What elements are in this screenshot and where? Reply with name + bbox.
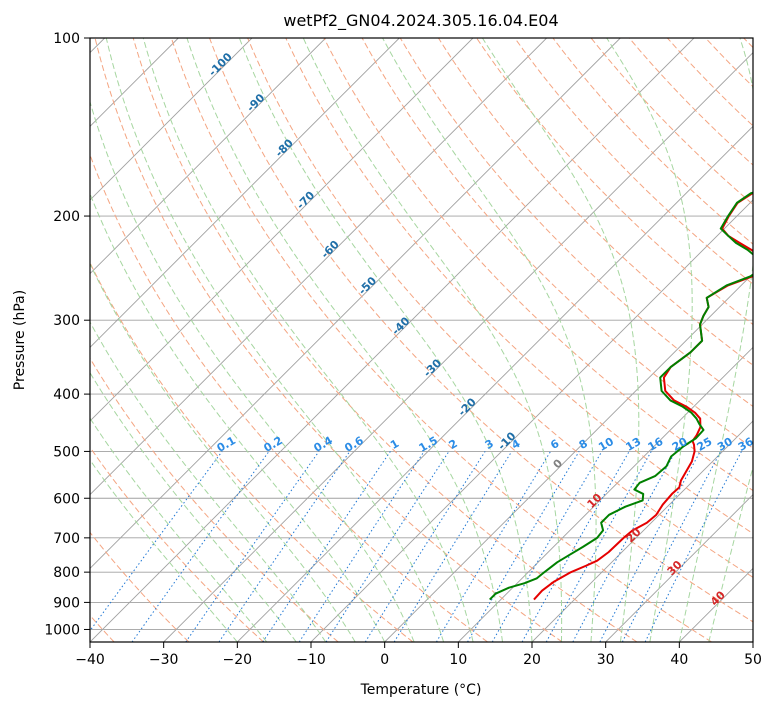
x-tick-label: 10: [449, 652, 467, 668]
isotherm-line: [90, 38, 621, 569]
moist-adiabat: [90, 262, 356, 642]
isotherm-line: [458, 346, 753, 642]
dry-adiabat: [438, 38, 753, 366]
dewpoint-profile: [489, 191, 753, 601]
moist-adiabat: [90, 459, 238, 642]
mixing-ratio-line: [521, 451, 630, 642]
y-tick-label: 1000: [44, 622, 80, 638]
isotherm-line: [605, 494, 753, 642]
moist-adiabat: [105, 38, 445, 642]
mixing-ratio-line: [644, 451, 742, 642]
dry-adiabat-lines: [90, 38, 753, 642]
y-tick-label: 200: [53, 209, 80, 225]
moist-adiabat: [678, 38, 753, 642]
isotherm-line: [163, 52, 753, 642]
isotherm-line: [90, 38, 547, 496]
y-tick-label: 600: [53, 491, 80, 507]
x-tick-label: 20: [523, 652, 541, 668]
isotherm-line: [90, 38, 474, 422]
moist-adiabat: [90, 417, 268, 642]
mixing-ratio-line: [131, 451, 270, 642]
dry-adiabat: [90, 153, 488, 642]
dry-adiabat: [90, 357, 339, 642]
mixing-ratio-line: [185, 451, 320, 642]
x-axis-label: Temperature (°C): [360, 682, 482, 698]
isotherm-line: [237, 125, 753, 642]
isotherm-line: [90, 38, 400, 348]
dry-adiabat: [399, 38, 753, 408]
isotherm-line: [384, 273, 753, 642]
x-tick-label: −20: [223, 652, 253, 668]
x-tick-label: 40: [670, 652, 688, 668]
dry-adiabat: [94, 38, 563, 642]
y-tick-label: 400: [53, 387, 80, 403]
mixing-ratio-line: [90, 451, 223, 632]
y-tick-label: 800: [53, 565, 80, 581]
sounding-profiles: [489, 191, 753, 601]
moist-adiabat: [90, 192, 386, 642]
dry-adiabat: [90, 261, 414, 642]
x-tick-label: 30: [597, 652, 615, 668]
dry-adiabat: [90, 531, 190, 642]
dry-adiabat: [209, 38, 753, 623]
mixing-ratio-line: [325, 451, 450, 642]
x-tick-label: −40: [75, 652, 105, 668]
moist-adiabat: [90, 371, 297, 642]
plot-frame: [89, 37, 754, 643]
x-tick-label: 50: [744, 652, 762, 668]
x-tick-label: 0: [380, 652, 389, 668]
x-tick-label: −30: [149, 652, 179, 668]
mixing-ratio-line: [218, 451, 351, 642]
dry-adiabat: [514, 38, 753, 285]
moist-adiabat: [606, 38, 693, 642]
dry-adiabat: [170, 38, 712, 642]
isotherm-line: [90, 38, 326, 275]
dry-adiabat: [90, 446, 264, 642]
dry-adiabat: [285, 38, 753, 535]
dry-adiabat: [132, 38, 638, 642]
y-tick-label: 900: [53, 595, 80, 611]
x-axis-ticks: −40 −30 −20 −10 0 10 20 30 40 50: [75, 642, 762, 668]
y-tick-label: 100: [53, 31, 80, 47]
isotherm-lines: [90, 38, 753, 642]
mixing-ratio-line: [621, 451, 722, 642]
moist-adiabat: [238, 38, 533, 642]
x-tick-label: −10: [296, 652, 326, 668]
y-axis-label: Pressure (hPa): [12, 290, 28, 390]
mixing-ratio-label: 36: [736, 435, 756, 454]
mixing-ratio-line: [262, 451, 391, 642]
mixing-ratio-line: [393, 451, 513, 642]
y-tick-label: 500: [53, 444, 80, 460]
mixing-ratio-line: [298, 451, 425, 642]
moist-adiabat: [382, 38, 597, 642]
y-tick-label: 300: [53, 313, 80, 329]
pressure-gridlines: [90, 38, 753, 630]
y-tick-label: 700: [53, 531, 80, 547]
dry-adiabat: [247, 38, 753, 578]
isotherm-line: [531, 420, 753, 642]
moist-adiabat: [302, 38, 563, 642]
moist-adiabat: [142, 38, 474, 642]
chart-title: wetPf2_GN04.2024.305.16.04.E04: [283, 11, 558, 31]
mixing-ratio-line: [572, 451, 676, 642]
y-axis-ticks: 100 200 300 400 500 600 700 800 900 1000: [44, 31, 90, 638]
isotherm-line: [90, 38, 695, 642]
isotherm-line: [90, 38, 253, 201]
plot-area: 0.1 0.2 0.4 0.6 1 1.5 2 3 4 6 8 10 13 16 20 25 30 36-100-…: [90, 38, 756, 642]
moist-adiabat: [90, 100, 415, 642]
